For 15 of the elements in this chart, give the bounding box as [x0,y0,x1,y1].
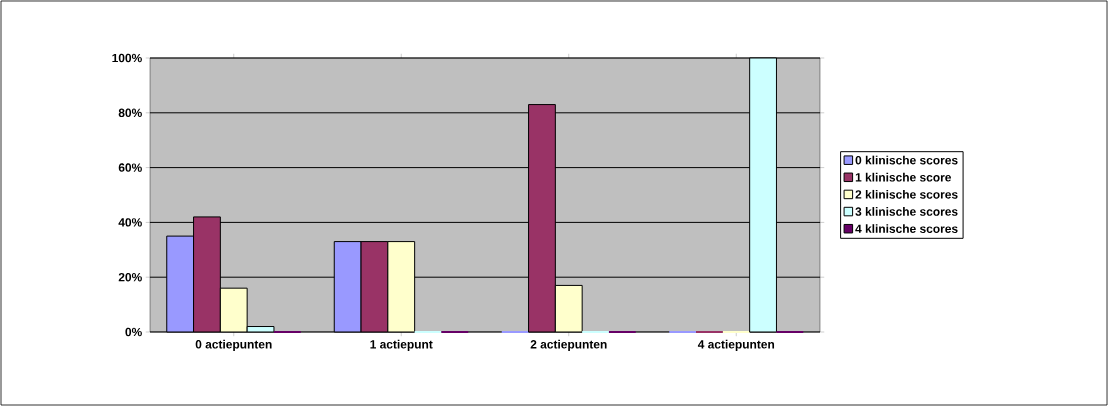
legend-label: 1 klinische score [855,172,952,182]
legend-label: 0 klinische scores [855,155,958,165]
legend-label: 2 klinische scores [855,189,958,199]
y-tick-label: 80% [118,108,142,118]
y-tick-label: 60% [118,163,142,172]
legend-label: 4 klinische scores [855,224,958,233]
legend-label: 3 klinische scores [855,207,958,216]
y-tick-label: 0% [125,327,142,337]
x-tick-label: 2 actiepunten [530,339,607,351]
y-tick-label: 100% [112,53,142,63]
x-tick-label: 0 actiepunten [195,339,272,351]
x-tick-label: 1 actiepunt [370,339,433,351]
x-tick-label: 4 actiepunten [697,339,775,351]
y-tick-label: 40% [118,218,142,227]
y-tick-label: 20% [118,272,142,282]
